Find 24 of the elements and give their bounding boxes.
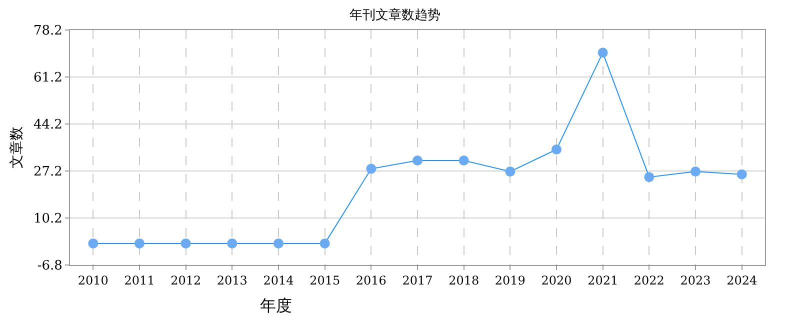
- x-tick-label: 2010: [78, 273, 108, 288]
- x-tick-label: 2020: [541, 273, 572, 288]
- y-axis-title: 文章数: [9, 126, 26, 168]
- x-tick-label: 2019: [494, 273, 526, 288]
- x-tick-label: 2018: [448, 273, 480, 288]
- x-tick-label: 2022: [634, 273, 664, 288]
- x-tick-label: 2012: [170, 273, 202, 288]
- chart-title: 年刊文章数趋势: [350, 8, 440, 23]
- x-tick-label: 2014: [263, 273, 294, 288]
- y-tick-label: 10.2: [33, 212, 62, 227]
- y-tick-label: 44.2: [33, 118, 62, 133]
- x-tick-label: 2016: [356, 273, 386, 288]
- x-axis-title: 年度: [260, 296, 292, 315]
- x-tick-label: 2024: [726, 273, 758, 288]
- x-tick-label: 2011: [124, 273, 155, 288]
- x-tick-label: 2023: [680, 273, 711, 288]
- y-tick-label: -6.8: [37, 258, 62, 274]
- x-tick-label: 2015: [310, 273, 340, 288]
- x-tick-label: 2013: [216, 273, 248, 288]
- y-tick-label: 61.2: [33, 70, 62, 86]
- y-tick-label: 78.2: [33, 24, 62, 39]
- x-tick-label: 2017: [402, 273, 433, 288]
- y-tick-label: 27.2: [33, 164, 62, 180]
- x-tick-label: 2021: [588, 273, 618, 288]
